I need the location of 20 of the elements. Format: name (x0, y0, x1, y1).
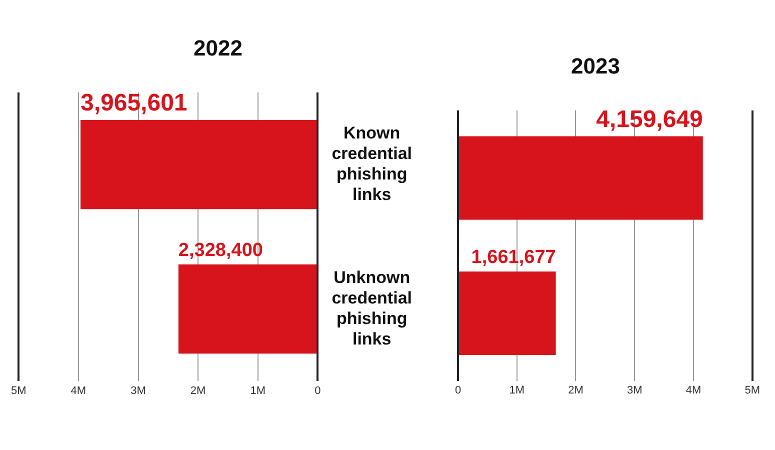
y-tick-label: Unknown credential phishing links (332, 268, 412, 348)
data-label: 3,965,601 (80, 90, 188, 117)
data-label: 1,661,677 (471, 247, 556, 268)
y-tick-label: Known credential phishing links (332, 124, 412, 204)
x-tick-label: 4M (70, 384, 86, 397)
chart-title: 2022 (194, 35, 242, 60)
x-tick-label: 3M (130, 384, 146, 397)
x-tick-label: 1M (509, 384, 525, 396)
x-tick-label: 5M (744, 384, 760, 396)
data-label: 4,159,649 (596, 106, 703, 133)
x-tick-label: 0 (314, 384, 321, 397)
x-tick-label: 1M (250, 384, 266, 397)
chart-title: 2023 (571, 53, 620, 78)
data-label: 2,328,400 (178, 240, 263, 262)
x-tick-label: 2M (568, 384, 584, 396)
x-tick-label: 2M (190, 384, 206, 397)
x-tick-label: 5M (11, 384, 26, 397)
x-tick-label: 4M (686, 384, 702, 396)
x-tick-label: 3M (626, 384, 642, 396)
x-tick-label: 0 (454, 384, 462, 396)
